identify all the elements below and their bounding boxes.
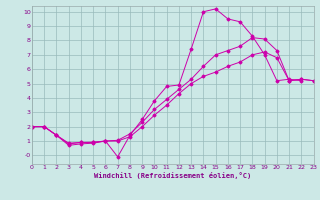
X-axis label: Windchill (Refroidissement éolien,°C): Windchill (Refroidissement éolien,°C): [94, 172, 252, 179]
